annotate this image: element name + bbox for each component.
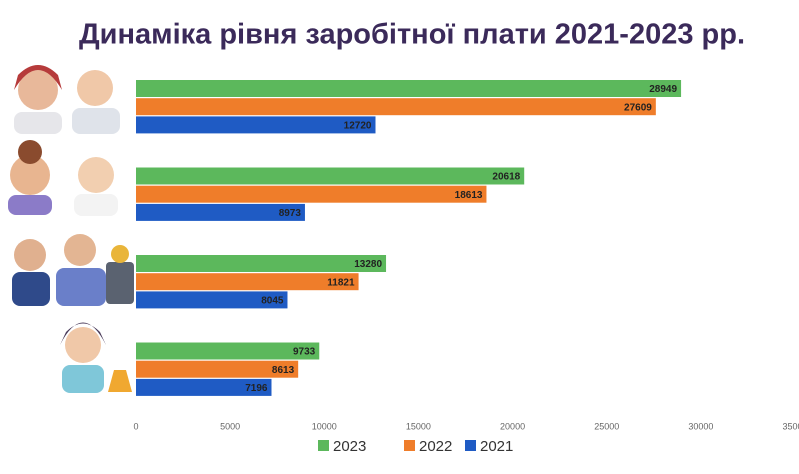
x-tick-label: 35000 (782, 421, 799, 431)
bar (136, 291, 288, 309)
value-label: 12720 (344, 121, 372, 132)
x-tick-label: 30000 (688, 421, 713, 431)
legend-label: 2022 (419, 438, 452, 455)
bar (136, 98, 656, 116)
bar (136, 185, 487, 203)
legend-swatch (318, 440, 329, 451)
x-tick-label: 5000 (220, 421, 240, 431)
value-label: 18613 (455, 190, 483, 201)
x-tick-label: 0 (133, 421, 138, 431)
legend-label: 2021 (480, 438, 513, 455)
icons (8, 65, 134, 393)
legend-swatch (465, 440, 476, 451)
bar (136, 167, 525, 185)
value-label: 28949 (649, 84, 677, 95)
bar (136, 255, 387, 272)
value-label: 13280 (354, 259, 382, 270)
x-tick-label: 10000 (312, 421, 337, 431)
value-label: 8045 (261, 296, 284, 307)
bar (136, 80, 682, 97)
value-label: 20618 (492, 172, 520, 183)
value-label: 9733 (293, 347, 316, 358)
value-label: 7196 (245, 383, 268, 394)
bar (136, 378, 272, 396)
x-tick-label: 20000 (500, 421, 525, 431)
bar (136, 273, 359, 291)
legend-swatch (404, 440, 415, 451)
legend-label: 2023 (333, 438, 366, 455)
chart-title: Динаміка рівня заробітної плати 2021-202… (79, 19, 745, 51)
bar (136, 342, 320, 360)
bar (136, 360, 299, 378)
x-tick-label: 15000 (406, 421, 431, 431)
bar (136, 116, 376, 134)
value-label: 27609 (624, 102, 652, 113)
value-label: 8973 (279, 208, 302, 219)
value-label: 8613 (272, 365, 295, 376)
value-label: 11821 (327, 277, 355, 288)
bar (136, 203, 305, 221)
x-tick-label: 25000 (594, 421, 619, 431)
